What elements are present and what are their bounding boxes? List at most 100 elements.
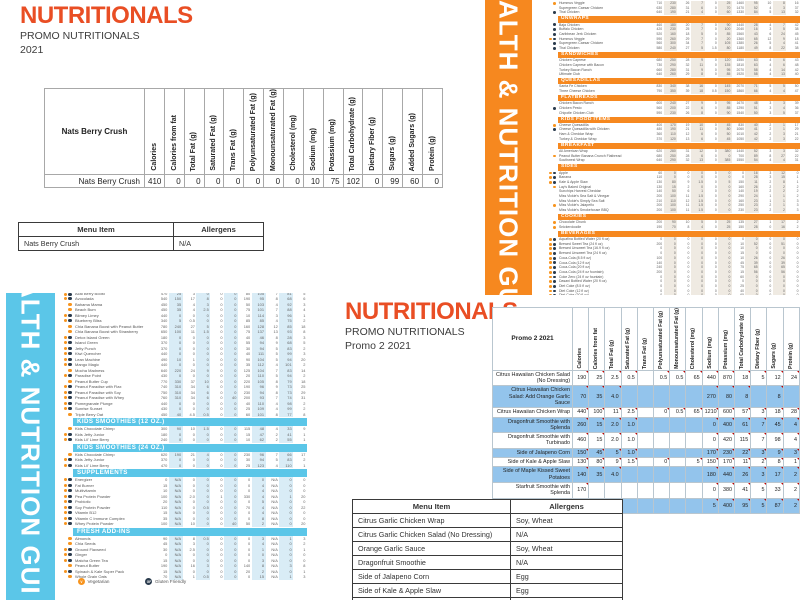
value-cell: 0 (718, 153, 732, 159)
nutrition-row: Matcha Green Tea 15 N/A 0 0 0 0 0 3 N/A 0 0 (60, 557, 307, 563)
value-cell: 0 (714, 122, 717, 127)
value-cell: 14 (772, 67, 787, 73)
value-cell: N/A (168, 563, 183, 569)
value-cell: 5 (769, 41, 772, 46)
value-cell: 0 (168, 462, 183, 468)
value-cell: 8 (251, 563, 266, 569)
nutrition-row: Hummus Veggie 710 230 26 7 0 25 1460 95 10 8 16 (546, 1, 800, 6)
value-cell: 240 (663, 101, 678, 106)
value-cell: 65 (685, 369, 703, 387)
value-cell: 41 (745, 127, 760, 133)
value-cell: 0 (220, 437, 223, 442)
column-header: Protein (g) (782, 307, 800, 371)
value-cell: 1 (769, 220, 772, 225)
value-cell: 28 (685, 58, 690, 63)
value-cell: 1210 (701, 407, 719, 418)
value-cell (685, 481, 703, 499)
value-cell: 0 (718, 246, 732, 252)
vegetarian-icon (549, 256, 553, 260)
value-cell: 170 (717, 457, 736, 468)
value-cell: 4 (772, 89, 787, 94)
item-name: Multivitamin (75, 488, 97, 493)
value-cell: 0 (718, 203, 732, 209)
value-cell: 0 (220, 411, 223, 417)
nutrition-row: Peanut Paradise with Soy 750 310 34 6 0 0 230 94… (60, 389, 307, 395)
value-cell (588, 481, 606, 499)
value-cell: 0 (196, 340, 211, 346)
value-cell: 480 (656, 127, 663, 132)
value-cell: 0 (251, 477, 266, 483)
value-cell: 2 (303, 362, 306, 367)
value-cell: 2 (251, 568, 266, 574)
value-cell: 0 (196, 356, 211, 362)
value-cell: 0 (220, 499, 223, 504)
value-cell: 0 (663, 246, 678, 252)
value-cell: 0 (279, 510, 294, 516)
value-cell: 0 (690, 283, 705, 289)
vegetarian-icon (63, 293, 68, 296)
vegetarian-icon (63, 438, 68, 442)
value-cell: 0 (192, 373, 195, 378)
value-cell: 1 (690, 189, 705, 195)
value-cell: 1330 (736, 10, 744, 15)
value-cell: 1 (279, 574, 294, 580)
value-cell: 0 (718, 241, 732, 247)
value-cell: 3 (772, 132, 787, 137)
value-cell: 0 (192, 437, 195, 442)
value-cell: 2070 (736, 84, 744, 89)
value-cell: 5 (701, 497, 719, 515)
value-cell: 0 (714, 260, 717, 265)
row-icons (546, 261, 557, 265)
value-cell: 0 (660, 274, 663, 279)
item-name: Coca-Cola (12 fl oz) (559, 260, 591, 265)
gluten-friendly-icon (68, 558, 72, 562)
value-cell: 4 (251, 504, 266, 510)
value-cell: 22 (734, 447, 752, 459)
nutrition-row: Sunrise Sunset 430 0 0 0 0 0 25 109 4 99 2 (60, 406, 307, 412)
value-cell: 740 (160, 384, 168, 389)
value-cell: 0 (224, 535, 238, 541)
value-cell: 0 (690, 279, 705, 284)
value-cell: 1010 (736, 132, 744, 137)
row-icons (546, 180, 557, 184)
value-cell: 62 (251, 437, 266, 443)
value-cell: 94 (251, 345, 266, 351)
value-cell: 0 (772, 279, 787, 284)
header-row: Promo 2 2021 Calories Calories from fat Tot… (492, 307, 800, 371)
value-cell: 85 (251, 318, 266, 324)
value-cell: 0 (714, 149, 717, 154)
column-header: Total Carbohydrate (g) (342, 87, 364, 176)
item-name: Cheese Quesadilla (559, 122, 589, 127)
item-name: Blimey Limey (75, 312, 99, 318)
vegetarian-icon (553, 204, 556, 208)
value-cell: 0 (224, 362, 238, 368)
item-name: Caribbean Jerk Chicken (559, 31, 597, 36)
value-cell: 1 (772, 194, 787, 199)
value-cell: 0 (220, 568, 223, 574)
value-cell: 230 (243, 389, 251, 395)
value-cell: 230 (738, 208, 744, 213)
value-cell: 2 (303, 457, 306, 462)
value-cell: 1 (796, 175, 799, 180)
value-cell: 0 (687, 255, 690, 260)
value-cell: 0 (279, 488, 294, 494)
value-cell: 94 (251, 457, 266, 463)
value-cell: 28 (782, 407, 800, 418)
value-cell: 1.5 (690, 179, 705, 185)
value-cell: 5 (750, 497, 768, 515)
value-cell: 4 (275, 462, 278, 468)
value-cell: 35 (245, 362, 251, 367)
value-cell: 0 (224, 426, 238, 432)
value-cell: 10 (685, 220, 690, 225)
gluten-friendly-icon (68, 335, 72, 339)
value-cell: 99 (279, 406, 294, 412)
item-name: Thai Chicken (559, 45, 580, 50)
value-cell: 27 (190, 323, 195, 329)
value-cell: 0 (196, 493, 211, 499)
value-cell: 4 (275, 318, 278, 323)
nutrition-row: Thai Chicken 640 190 21 4 0 60 1330 84 5 13 32 (546, 10, 800, 16)
item-name: Jetty Punch (75, 345, 96, 351)
nutrition-row: Chicken Pesto 560 200 22 6 0 85 1290 51 3 4 36 (546, 105, 800, 111)
value-cell (636, 432, 655, 449)
nutrition-row: Santa Fe Chicken 830 340 38 16 0 145 2070 71 5 5 50 (546, 84, 800, 90)
